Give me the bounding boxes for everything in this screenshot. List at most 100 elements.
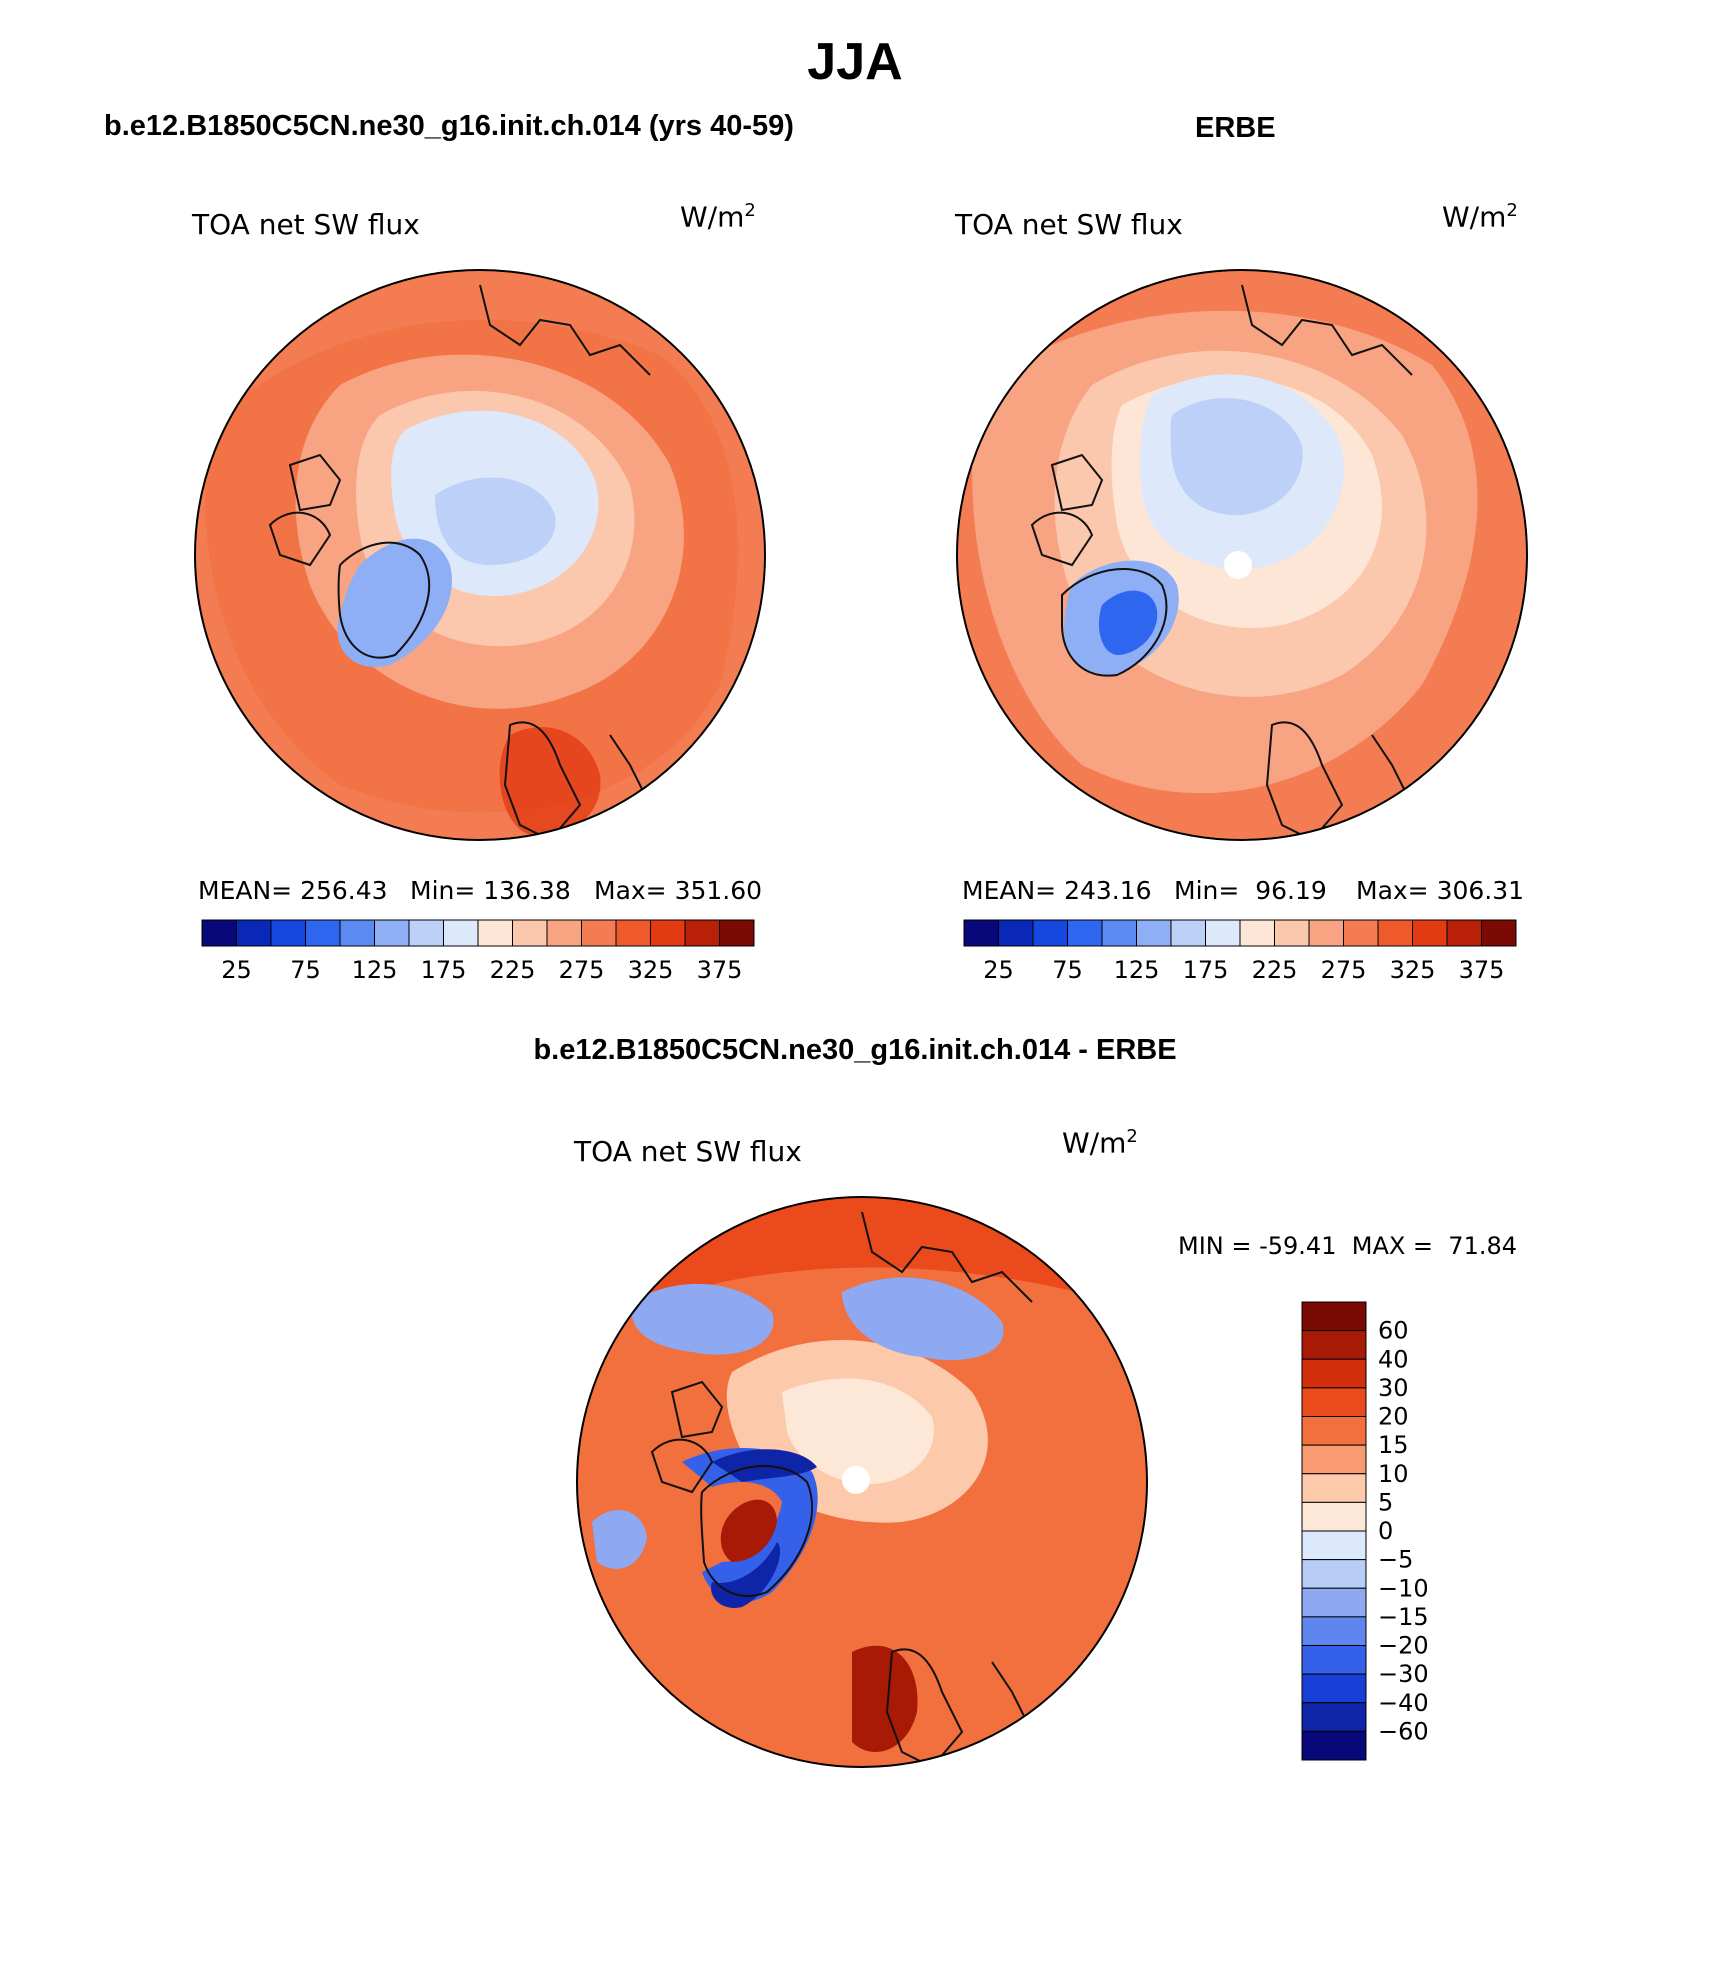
model-colorbar-swatch (201, 919, 237, 947)
diff-colorbar-swatch (1301, 1358, 1367, 1389)
obs-field-zone-ice-core (1170, 398, 1303, 516)
diff-colorbar-swatch (1301, 1387, 1367, 1417)
obs-colorbar-tick-label: 375 (1459, 956, 1505, 984)
model-max-stat: Max= 351.60 (594, 876, 763, 905)
model-units-base: W/m (680, 200, 745, 234)
obs-colorbar-tick-label: 75 (1052, 956, 1083, 984)
diff-field-zone-neutral (782, 1378, 934, 1484)
obs-colorbar-swatch (1308, 919, 1344, 947)
obs-colorbar-swatch (1481, 919, 1517, 947)
page-title: JJA (807, 33, 903, 91)
diff-colorbar-swatch (1301, 1587, 1367, 1618)
obs-units-base: W/m (1442, 200, 1507, 234)
diff-colorbar-tick-label: 20 (1378, 1403, 1409, 1431)
model-field-zone-greenland (337, 538, 452, 667)
obs-units-label: W/m2 (1442, 200, 1518, 233)
diff-colorbar-swatch (1301, 1473, 1367, 1503)
diff-colorbar-swatch (1301, 1444, 1367, 1475)
obs-panel-header: ERBE (1195, 112, 1276, 144)
diff-colorbar-swatch (1301, 1702, 1367, 1732)
diff-colorbar-tick-label: 30 (1378, 1374, 1409, 1402)
diff-pole-hole (842, 1466, 870, 1494)
model-colorbar-tick-label: 125 (352, 956, 398, 984)
diff-colorbar-swatch (1301, 1730, 1367, 1761)
model-colorbar-swatch (650, 919, 686, 947)
diff-colorbar-tick-label: 60 (1378, 1317, 1409, 1345)
obs-colorbar-tick-label: 275 (1321, 956, 1367, 984)
model-min-stat: Min= 136.38 (410, 876, 571, 905)
obs-mean-stat: MEAN= 243.16 (962, 876, 1152, 905)
model-field-zone-ice-core (435, 477, 556, 565)
diff-colorbar-tick-label: −40 (1378, 1689, 1429, 1717)
obs-units-exponent: 2 (1506, 200, 1518, 221)
diff-units-base: W/m (1062, 1126, 1127, 1160)
obs-colorbar-tick-label: 325 (1390, 956, 1436, 984)
diff-colorbar-tick-label: 5 (1378, 1488, 1393, 1516)
obs-colorbar-swatch (1136, 919, 1172, 947)
obs-max-stat: Max= 306.31 (1356, 876, 1525, 905)
model-colorbar-tick-label: 275 (559, 956, 605, 984)
obs-colorbar-swatch (1343, 919, 1379, 947)
model-variable-label: TOA net SW flux (192, 208, 420, 241)
model-colorbar-swatch (374, 919, 410, 947)
model-colorbar-swatch (512, 919, 548, 947)
model-polar-map (194, 269, 766, 841)
obs-colorbar-swatch (1067, 919, 1103, 947)
model-colorbar: 25 75 125 175 225 275 325 375 (201, 919, 755, 984)
diff-colorbar-swatch (1301, 1416, 1367, 1446)
diff-colorbar-swatch (1301, 1530, 1367, 1561)
obs-pole-hole (1224, 551, 1252, 579)
diff-colorbar-swatch (1301, 1330, 1367, 1360)
obs-colorbar-swatch (1377, 919, 1413, 947)
diff-colorbar-swatch (1301, 1301, 1367, 1332)
obs-colorbar-swatch (1446, 919, 1482, 947)
model-map-border (194, 269, 766, 841)
obs-colorbar-swatch (1239, 919, 1275, 947)
model-units-exponent: 2 (744, 200, 756, 221)
diff-colorbar-tick-label: −15 (1378, 1603, 1429, 1631)
obs-colorbar-swatch (1170, 919, 1206, 947)
diff-field-zone-blue-arc (682, 1448, 818, 1603)
diff-colorbar-swatch (1301, 1501, 1367, 1532)
obs-colorbar-tick-label: 125 (1114, 956, 1160, 984)
obs-coastlines (1030, 284, 1414, 840)
obs-colorbar-swatch (1101, 919, 1137, 947)
model-colorbar-swatch (339, 919, 375, 947)
obs-colorbar-swatch (1412, 919, 1448, 947)
diff-colorbar-tick-label: −30 (1378, 1660, 1429, 1688)
diff-field-zone-blue-west (592, 1510, 647, 1569)
model-colorbar-swatch (305, 919, 341, 947)
obs-colorbar-swatch (1205, 919, 1241, 947)
diff-polar-map (576, 1196, 1148, 1768)
obs-colorbar-swatch (998, 919, 1034, 947)
diff-units-exponent: 2 (1126, 1126, 1138, 1147)
obs-min-stat: Min= 96.19 (1174, 876, 1327, 905)
obs-colorbar-swatch (1032, 919, 1068, 947)
diff-field-zone-blue-north (631, 1277, 1004, 1361)
obs-variable-label: TOA net SW flux (955, 208, 1183, 241)
model-colorbar-tick-label: 225 (490, 956, 536, 984)
model-colorbar-tick-label: 25 (221, 956, 252, 984)
model-colorbar-swatch (477, 919, 513, 947)
model-colorbar-swatch (581, 919, 617, 947)
diff-colorbar-tick-label: 40 (1378, 1345, 1409, 1373)
model-colorbar-swatch (684, 919, 720, 947)
obs-colorbar-swatch (963, 919, 999, 947)
diff-colorbar-tick-label: 0 (1378, 1517, 1393, 1545)
obs-colorbar-swatch (1274, 919, 1310, 947)
obs-field-zone-greenland-core (1098, 590, 1158, 655)
diff-minmax-label: MIN = -59.41 MAX = 71.84 (1178, 1232, 1517, 1260)
diff-colorbar-swatch (1301, 1559, 1367, 1589)
obs-colorbar-tick-label: 225 (1252, 956, 1298, 984)
model-colorbar-swatch (443, 919, 479, 947)
model-colorbar-tick-label: 325 (628, 956, 674, 984)
model-colorbar-tick-label: 175 (421, 956, 467, 984)
diff-panel-header: b.e12.B1850C5CN.ne30_g16.init.ch.014 - E… (533, 1034, 1177, 1066)
obs-polar-map (956, 269, 1528, 841)
model-colorbar-swatch (546, 919, 582, 947)
model-panel-header: b.e12.B1850C5CN.ne30_g16.init.ch.014 (yr… (104, 110, 794, 142)
diff-colorbar-tick-label: −10 (1378, 1574, 1429, 1602)
diff-colorbar-tick-label: 10 (1378, 1460, 1409, 1488)
diff-colorbar-swatch (1301, 1645, 1367, 1675)
